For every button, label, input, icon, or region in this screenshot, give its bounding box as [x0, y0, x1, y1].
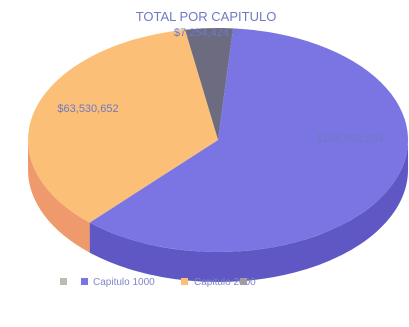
legend-label-1: Capitulo 1000	[93, 277, 155, 288]
data-label-0: $7,254,424.4	[174, 27, 238, 39]
legend-label-2: Capitulo 2000	[194, 277, 256, 288]
legend-swatch-2	[181, 278, 188, 285]
pie-plot-area	[28, 28, 409, 282]
legend-swatch-1	[81, 278, 88, 285]
chart-title: TOTAL POR CAPITULO	[136, 9, 277, 24]
pie-side-2-0	[28, 140, 90, 253]
data-labels: $7,254,424.4 $108,592,293 $63,530,652	[57, 27, 383, 145]
legend: Capitulo 1000 Capitulo 2000	[60, 277, 256, 288]
pie-side-1-0	[89, 140, 408, 282]
pie-slice-0	[185, 28, 234, 141]
pie-slice-1	[89, 28, 409, 253]
data-label-2: $63,530,652	[57, 103, 118, 115]
data-label-1: $108,592,293	[316, 133, 383, 145]
legend-swatch-0	[60, 278, 67, 285]
pie-slice-2	[28, 29, 218, 223]
legend-swatch-3	[240, 278, 247, 285]
